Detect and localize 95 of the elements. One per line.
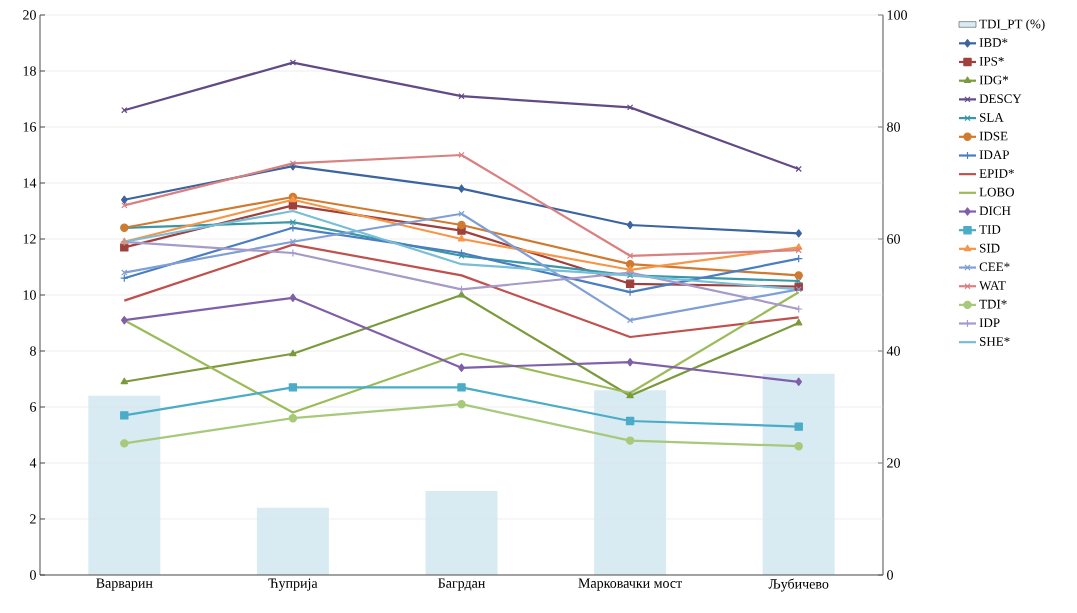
y2-tick-label: 40	[886, 346, 900, 356]
point	[625, 259, 635, 269]
legend-label: IDAP	[979, 150, 1009, 160]
point	[795, 165, 802, 173]
y-tick-label: 20	[23, 10, 36, 20]
point	[794, 304, 803, 314]
point	[626, 252, 634, 259]
point	[626, 317, 634, 324]
point	[458, 210, 465, 217]
point	[288, 223, 298, 232]
legend-label: EPID*	[979, 169, 1014, 178]
point	[794, 422, 803, 431]
point	[289, 219, 297, 226]
point	[288, 413, 298, 423]
point	[458, 93, 465, 100]
point	[795, 229, 802, 238]
y2-tick-label: 80	[887, 122, 900, 132]
y2-tick-label: 100	[887, 10, 907, 20]
legend-label: CEE*	[979, 262, 1010, 272]
legend-label: IBD*	[979, 38, 1008, 47]
bar	[762, 373, 835, 575]
legend-label: IDG*	[979, 75, 1009, 85]
point	[626, 220, 634, 230]
point	[121, 107, 128, 114]
y-tick-label: 14	[23, 178, 37, 188]
point	[795, 277, 802, 285]
point	[121, 269, 128, 276]
point	[794, 271, 803, 280]
legend-label: WAT	[979, 281, 1006, 290]
y-tick-label: 10	[23, 290, 36, 300]
point	[120, 411, 129, 420]
y2-tick-label: 60	[887, 234, 900, 244]
point	[288, 201, 298, 210]
legend-label: SLA	[979, 113, 1004, 122]
y2-tick-label: 0	[887, 570, 893, 580]
legend-label: DICH	[979, 206, 1011, 216]
point	[625, 287, 635, 297]
point	[288, 383, 298, 392]
point	[121, 315, 128, 325]
point	[625, 279, 635, 288]
point	[457, 248, 466, 258]
point	[457, 234, 466, 242]
point	[458, 184, 465, 193]
y-tick-label: 16	[23, 122, 37, 132]
y-tick-label: 2	[30, 514, 36, 524]
point	[289, 160, 297, 167]
bar	[594, 390, 667, 575]
y-tick-label: 8	[30, 346, 36, 356]
point	[288, 248, 298, 258]
point	[794, 318, 803, 326]
point	[289, 59, 297, 66]
point	[458, 151, 465, 159]
bar	[256, 507, 329, 575]
point	[289, 238, 297, 245]
point	[626, 391, 634, 399]
point	[626, 357, 634, 367]
point	[626, 104, 634, 111]
x-tick-label: Љубичево	[768, 578, 829, 592]
point	[457, 383, 466, 392]
legend-label: IDSE	[979, 131, 1008, 141]
x-tick-label: Ћуприја	[268, 578, 318, 591]
bar	[425, 490, 498, 575]
point	[120, 377, 129, 385]
point	[794, 441, 803, 451]
point	[625, 416, 635, 426]
point	[289, 349, 297, 357]
point	[457, 220, 466, 230]
legend-label: DESCY	[979, 94, 1022, 104]
x-tick-label: Марковачки мост	[578, 578, 682, 591]
x-tick-label: Багрдан	[438, 578, 485, 591]
legend-label: SID	[979, 243, 1000, 253]
legend-label: TDI*	[979, 299, 1007, 309]
y-tick-label: 18	[23, 66, 36, 76]
y-tick-label: 12	[23, 234, 36, 244]
y-tick-label: 4	[29, 458, 37, 468]
x-tick-label: Варварин	[96, 578, 153, 591]
bar	[88, 395, 161, 575]
legend-label: IPS*	[979, 56, 1004, 66]
legend-label: IDP	[979, 318, 1000, 328]
point	[795, 377, 802, 386]
point	[289, 293, 297, 302]
legend-label: TDI_PT (%)	[979, 19, 1045, 31]
point	[120, 243, 129, 252]
point	[625, 436, 635, 445]
y-tick-label: 6	[30, 402, 37, 412]
point	[120, 439, 129, 448]
point	[457, 399, 466, 409]
legend-label: TID	[979, 225, 1001, 234]
legend-label: SHE*	[979, 337, 1010, 346]
legend-label: LOBO	[979, 187, 1014, 197]
point	[795, 247, 802, 254]
y-tick-label: 0	[30, 570, 36, 580]
point	[121, 195, 128, 204]
y2-tick-label: 20	[887, 458, 900, 468]
point	[458, 363, 465, 372]
